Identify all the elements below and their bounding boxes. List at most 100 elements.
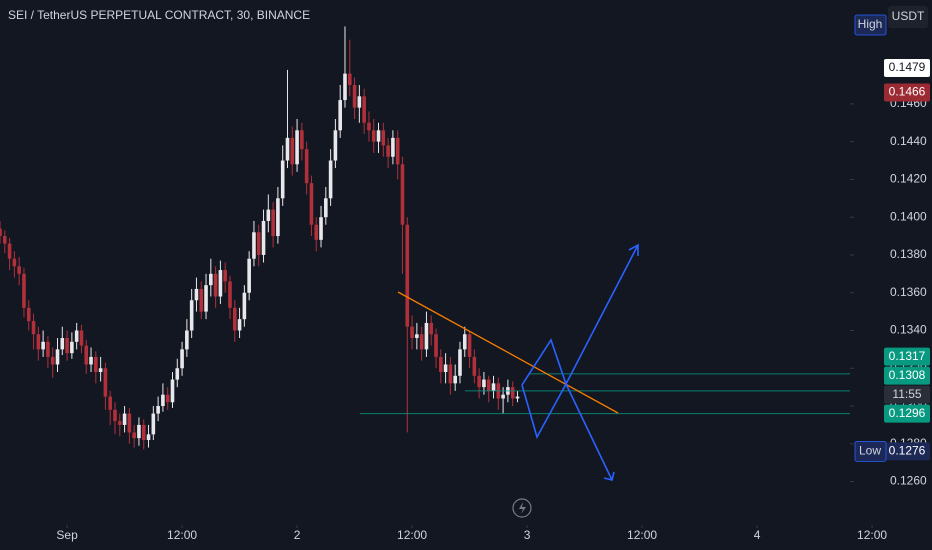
candle-body [338, 100, 342, 131]
candle-body [232, 307, 237, 331]
candle-body [347, 73, 352, 85]
candle-body [2, 236, 7, 244]
candle-body [117, 421, 122, 425]
candle-body [276, 198, 280, 237]
candle-body [405, 224, 410, 327]
candle-body [285, 137, 290, 161]
candle-body [247, 258, 251, 293]
projection-down [521, 382, 613, 481]
candle-body [477, 375, 481, 388]
candle-body [324, 198, 328, 218]
trend-line [397, 291, 619, 414]
plot-area [0, 26, 850, 450]
candle-body [146, 434, 151, 441]
arrow-head [603, 471, 615, 481]
candle-body [60, 338, 65, 350]
candle-body [242, 292, 247, 320]
projection-up [521, 244, 639, 387]
high-tag [854, 14, 887, 36]
currency[interactable]: USDT [892, 9, 925, 23]
price-marker-label: 0.1479 [889, 60, 926, 74]
candle-body [12, 258, 17, 267]
candle-body [199, 288, 204, 312]
candle-body [94, 356, 98, 373]
candle-body [151, 413, 156, 435]
candle-body [161, 394, 165, 407]
candle-body [467, 334, 472, 357]
candle-body [381, 130, 386, 146]
price-marker-label: 0.1466 [889, 85, 926, 99]
price-marker-label: 0.1317 [889, 349, 926, 363]
candle-body [185, 330, 189, 350]
price-marker [884, 347, 930, 366]
price-axis: 0.12600.12800.13000.13200.13400.13600.13… [56, 58, 930, 542]
price-marker [884, 442, 930, 461]
candle-body [122, 413, 127, 425]
candle-body [386, 145, 390, 157]
candle-body [228, 281, 232, 308]
candle-body [491, 383, 496, 391]
y-tick-label: 0.1420 [890, 172, 927, 186]
candle-body [357, 96, 362, 108]
price-marker [884, 366, 930, 385]
candle-body [256, 232, 261, 255]
candle-body [79, 330, 84, 346]
candle-body [17, 266, 21, 274]
candle-body [127, 413, 132, 433]
candle-body [419, 334, 424, 350]
candle-body [137, 424, 141, 439]
candle-body [132, 432, 136, 439]
low-tag [854, 440, 887, 462]
candle-body [213, 273, 218, 297]
candle-body [391, 137, 395, 157]
candle-body [98, 368, 103, 373]
candle-body [328, 160, 333, 199]
low-label: Low [859, 444, 881, 458]
candle-body [209, 273, 213, 286]
candle-body [290, 137, 295, 165]
candle-body [84, 345, 89, 365]
candle-body [415, 334, 419, 339]
candle-body [367, 122, 371, 131]
x-tick-label: 12:00 [627, 528, 657, 542]
x-tick-label: 2 [294, 528, 301, 542]
candle-body [443, 364, 448, 373]
candle-body [22, 273, 26, 308]
candle-body [515, 396, 520, 399]
y-tick-label: 0.1380 [890, 247, 927, 261]
candle-body [462, 334, 467, 350]
x-tick-label: 3 [524, 528, 531, 542]
candle-body [31, 321, 36, 335]
x-tick-label: 4 [754, 528, 761, 542]
price-marker [884, 404, 930, 423]
candle-body [376, 130, 381, 142]
candle-body [300, 130, 304, 150]
x-tick-label: 12:00 [397, 528, 427, 542]
y-tick-label: 0.1440 [890, 134, 927, 148]
candle-body [429, 322, 434, 335]
candle-body [333, 130, 338, 161]
candle-body [237, 319, 242, 331]
candle-body [510, 387, 515, 399]
candle-body [26, 307, 31, 322]
y-tick-label: 0.1340 [890, 323, 927, 337]
candle-body [0, 228, 2, 237]
candle-body [141, 424, 146, 441]
replay-icon[interactable] [512, 498, 532, 518]
candle-body [74, 330, 79, 342]
countdown: 11:55 [892, 387, 921, 401]
candle-body [65, 338, 69, 354]
price-marker [884, 58, 930, 77]
candle-body [295, 130, 299, 165]
x-tick-label: 12:00 [857, 528, 887, 542]
countdown-box [884, 385, 930, 404]
candle-body [170, 379, 175, 403]
currency-button[interactable] [888, 6, 928, 28]
arrow-head [628, 243, 639, 256]
y-tick-label: 0.1360 [890, 285, 927, 299]
candle-body [352, 84, 357, 108]
lightning-icon [519, 502, 526, 514]
candle-body [70, 341, 74, 354]
